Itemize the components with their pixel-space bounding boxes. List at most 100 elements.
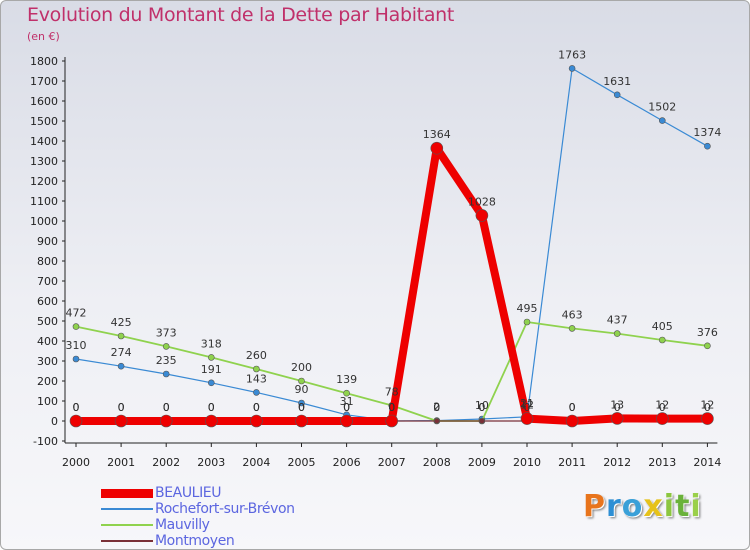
data-point-beaulieu: [475, 209, 489, 222]
data-label-mauvilly: 437: [607, 314, 628, 327]
legend-item-montmoyen: Montmoyen: [101, 533, 295, 549]
data-label-rochefort: 191: [201, 363, 222, 376]
series-layer: [69, 65, 714, 428]
data-label-mauvilly: 200: [291, 361, 312, 374]
data-label-mauvilly: 405: [652, 320, 673, 333]
data-point-beaulieu: [610, 412, 624, 425]
data-point-montmoyen: [479, 418, 485, 424]
legend-swatch-rochefort: [101, 508, 153, 510]
y-tick-label: -100: [33, 435, 58, 448]
y-tick-label: 1500: [30, 115, 58, 128]
y-tick-label: 1700: [30, 75, 58, 88]
data-point-mauvilly: [162, 343, 170, 350]
data-label-rochefort: 274: [111, 346, 132, 359]
data-label-mauvilly: 78: [385, 385, 399, 398]
data-label-montmoyen: 0: [659, 401, 666, 414]
legend-label-montmoyen: Montmoyen: [155, 533, 235, 549]
data-point-mauvilly: [568, 325, 576, 332]
data-label-montmoyen: 0: [298, 401, 305, 414]
data-point-beaulieu: [205, 414, 218, 428]
y-tick-label: 1300: [30, 155, 58, 168]
data-label-rochefort: 1631: [603, 75, 631, 88]
y-tick-label: 1400: [30, 135, 58, 148]
y-tick-label: 0: [51, 415, 58, 428]
unit-label: (en €): [27, 30, 60, 43]
data-label-beaulieu: 13: [610, 398, 624, 411]
legend-swatch-mauvilly: [101, 524, 153, 526]
data-label-rochefort: 1374: [693, 126, 721, 139]
y-tick-label: 1200: [30, 175, 58, 188]
data-label-beaulieu: 12: [700, 399, 714, 412]
y-tick-label: 300: [37, 355, 58, 368]
x-tick-label: 2010: [513, 456, 541, 469]
data-point-beaulieu: [69, 414, 83, 428]
x-tick-label: 2009: [468, 456, 496, 469]
data-label-montmoyen: 0: [118, 401, 125, 414]
data-point-mauvilly: [658, 336, 666, 344]
data-label-rochefort: 21: [520, 397, 534, 410]
data-label-montmoyen: 0: [524, 401, 531, 414]
y-axis: -100 0 100 200 300 400 500 600 700 800 900 1000 1100…: [30, 55, 66, 448]
logo-letter: i: [663, 489, 676, 524]
data-point-mauvilly: [704, 342, 711, 350]
data-point-rochefort: [162, 370, 170, 378]
logo-letter: i: [690, 489, 702, 524]
data-point-rochefort: [298, 399, 305, 407]
x-tick-label: 2007: [378, 456, 406, 469]
data-label-rochefort: 310: [66, 339, 87, 352]
data-label-rochefort: 1763: [558, 48, 586, 61]
data-label-montmoyen: 0: [388, 401, 395, 414]
data-label-beaulieu: 12: [520, 399, 534, 412]
data-label-montmoyen: 0: [433, 401, 440, 414]
data-point-rochefort: [568, 65, 576, 72]
data-label-rochefort: 31: [340, 395, 354, 408]
x-tick-label: 2005: [288, 456, 316, 469]
data-label-rochefort: 1502: [648, 101, 676, 114]
y-tick-label: 700: [37, 275, 58, 288]
data-label-mauvilly: 318: [201, 337, 222, 350]
data-point-mauvilly: [523, 318, 531, 326]
data-label-montmoyen: 0: [73, 401, 80, 414]
x-tick-label: 2014: [693, 456, 721, 469]
data-point-rochefort: [704, 142, 711, 150]
x-tick-label: 2011: [558, 456, 586, 469]
data-point-beaulieu: [385, 414, 399, 428]
x-tick-label: 2012: [603, 456, 631, 469]
y-tick-label: 1100: [30, 195, 58, 208]
data-label-montmoyen: 0: [614, 401, 621, 414]
data-label-mauvilly: 260: [246, 349, 267, 362]
data-label-beaulieu: 1364: [423, 128, 451, 141]
data-label-beaulieu: 0: [343, 401, 350, 414]
y-tick-label: 500: [37, 315, 58, 328]
legend-item-rochefort: Rochefort-sur-Brévon: [101, 501, 295, 517]
logo-letter: r: [606, 489, 622, 524]
data-label-beaulieu: 0: [253, 401, 260, 414]
x-axis: 2000 2001 2002 2003 2004 2005 2006 2007 2008 2009…: [62, 442, 721, 469]
data-point-mauvilly: [343, 389, 350, 397]
legend-label-beaulieu: BEAULIEU: [155, 485, 222, 501]
y-tick-label: 400: [37, 335, 58, 348]
data-point-mauvilly: [253, 365, 260, 373]
data-point-beaulieu: [114, 414, 128, 428]
legend-item-mauvilly: Mauvilly: [101, 517, 295, 533]
data-point-rochefort: [253, 389, 260, 396]
legend-label-rochefort: Rochefort-sur-Brévon: [155, 501, 295, 517]
data-label-montmoyen: 0: [704, 401, 711, 414]
data-label-beaulieu: 0: [569, 401, 576, 414]
y-tick-label: 200: [37, 375, 58, 388]
data-point-mauvilly: [72, 323, 80, 330]
legend: BEAULIEU Rochefort-sur-Brévon Mauvilly M…: [101, 485, 295, 549]
logo-letter: x: [643, 489, 664, 524]
x-tick-label: 2006: [333, 456, 361, 469]
y-tick-label: 900: [37, 235, 58, 248]
data-label-montmoyen: 0: [253, 401, 260, 414]
data-label-beaulieu: 0: [208, 401, 215, 414]
data-point-beaulieu: [655, 412, 669, 425]
x-tick-label: 2013: [648, 456, 676, 469]
data-point-rochefort: [658, 117, 666, 124]
proxiti-logo: Proxiti: [583, 489, 702, 524]
data-label-beaulieu: 0: [118, 401, 125, 414]
data-label-montmoyen: 0: [208, 401, 215, 414]
data-point-beaulieu: [250, 414, 263, 428]
y-tick-label: 1000: [30, 215, 58, 228]
